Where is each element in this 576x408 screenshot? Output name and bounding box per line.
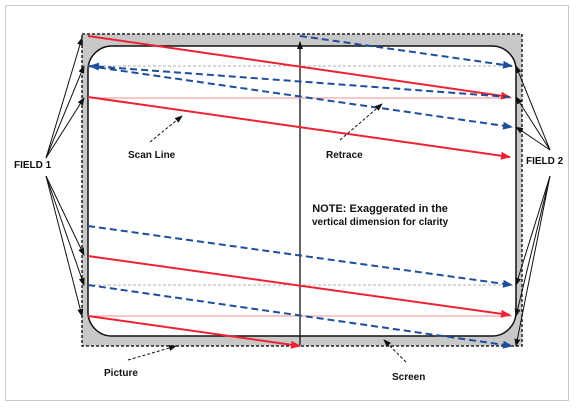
field-1-pointers <box>45 37 85 317</box>
retrace-callout-arrow <box>339 103 383 141</box>
note-line-2: vertical dimension for clarity <box>312 217 449 228</box>
picture-callout-arrow <box>127 345 177 361</box>
field-2-pointers <box>514 65 551 347</box>
diagram-frame <box>5 5 569 401</box>
field-1-label: FIELD 1 <box>14 160 52 171</box>
scan-line-label: Scan Line <box>128 150 176 161</box>
note-text: NOTE: Exaggerated in the vertical dimens… <box>312 202 448 230</box>
scan-line-callout-arrow <box>149 115 183 143</box>
screen-label: Screen <box>392 372 426 383</box>
picture-label: Picture <box>104 368 138 379</box>
field-1-scan-lines <box>87 35 511 349</box>
screen-callout-arrow <box>383 339 407 363</box>
field-2-scan-lines <box>87 35 513 349</box>
retrace-lines <box>89 62 511 98</box>
retrace-label: Retrace <box>326 150 363 161</box>
field-2-label: FIELD 2 <box>526 156 564 167</box>
note-line-1: NOTE: Exaggerated in the <box>312 203 448 215</box>
